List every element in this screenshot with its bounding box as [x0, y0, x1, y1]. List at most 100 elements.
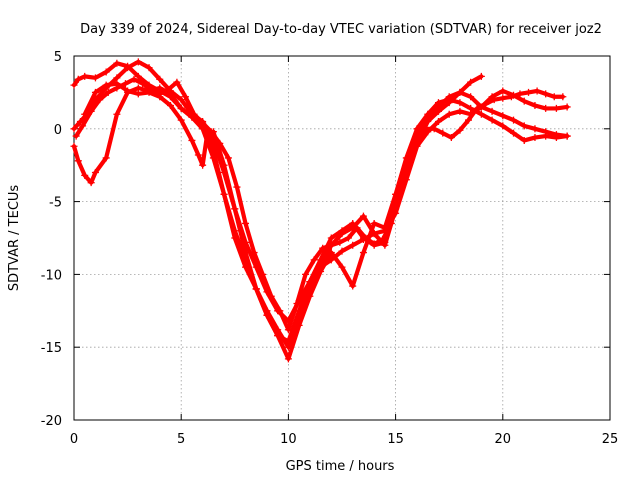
data-point-marker	[552, 104, 560, 112]
axis-ticks	[73, 55, 611, 421]
data-point-marker	[477, 103, 485, 111]
data-point-marker	[542, 90, 550, 98]
data-point-marker	[231, 205, 239, 213]
data-point-marker	[263, 311, 271, 319]
data-point-marker	[520, 122, 528, 130]
data-point-marker	[166, 102, 174, 110]
data-point-marker	[306, 278, 314, 286]
data-point-marker	[499, 122, 507, 130]
data-point-marker	[317, 263, 325, 271]
data-point-marker	[87, 179, 95, 187]
data-point-marker	[424, 128, 432, 136]
data-point-marker	[499, 87, 507, 95]
data-point-marker	[274, 332, 282, 340]
data-point-marker	[327, 234, 335, 242]
data-point-marker	[102, 68, 110, 76]
data-point-marker	[310, 256, 318, 264]
data-point-marker	[295, 321, 303, 329]
data-point-marker	[338, 227, 346, 235]
data-point-marker	[199, 161, 207, 169]
data-point-marker	[319, 244, 327, 252]
data-point-marker	[327, 249, 335, 257]
data-point-marker	[520, 97, 528, 105]
data-point-marker	[263, 288, 271, 296]
data-point-marker	[520, 136, 528, 144]
x-tick-label: 20	[495, 432, 512, 447]
data-point-marker	[445, 110, 453, 118]
data-point-marker	[220, 190, 228, 198]
data-point-marker	[349, 241, 357, 249]
data-point-marker	[424, 110, 432, 118]
data-point-marker	[209, 154, 217, 162]
data-point-marker	[220, 161, 228, 169]
data-point-marker	[81, 110, 89, 118]
data-point-marker	[81, 72, 89, 80]
data-point-marker	[91, 168, 99, 176]
data-point-marker	[467, 93, 475, 101]
data-point-marker	[402, 176, 410, 184]
data-point-marker	[284, 337, 292, 345]
data-point-marker	[327, 241, 335, 249]
x-tick-labels: 0 5 10 15 20 25	[70, 432, 618, 447]
data-point-marker	[177, 104, 185, 112]
data-point-marker	[113, 59, 121, 67]
data-point-marker	[156, 93, 164, 101]
y-tick-labels: -20 -15 -10 -5 0 5	[41, 50, 62, 429]
data-point-marker	[79, 122, 87, 130]
data-point-marker	[525, 88, 533, 96]
data-point-marker	[81, 171, 89, 179]
data-point-marker	[156, 75, 164, 83]
data-point-marker	[173, 78, 181, 86]
data-point-marker	[338, 247, 346, 255]
data-point-marker	[531, 125, 539, 133]
data-point-marker	[233, 183, 241, 191]
data-point-marker	[96, 96, 104, 104]
data-point-marker	[113, 80, 121, 88]
data-point-marker	[516, 90, 524, 98]
data-point-marker	[434, 99, 442, 107]
series-line	[71, 85, 570, 361]
data-point-marker	[252, 263, 260, 271]
data-point-marker	[121, 80, 129, 88]
data-point-marker	[188, 136, 196, 144]
data-point-marker	[242, 238, 250, 246]
data-point-marker	[344, 234, 352, 242]
y-tick-label: -20	[41, 414, 62, 429]
data-point-marker	[533, 87, 541, 95]
data-point-marker	[338, 263, 346, 271]
x-tick-label: 5	[177, 432, 185, 447]
data-point-marker	[145, 88, 153, 96]
data-point-marker	[359, 249, 367, 257]
data-point-marker	[542, 104, 550, 112]
data-point-marker	[327, 256, 335, 264]
data-point-marker	[563, 132, 571, 140]
data-point-marker	[145, 64, 153, 72]
data-point-marker	[542, 132, 550, 140]
data-point-marker	[370, 240, 378, 248]
data-point-marker	[102, 154, 110, 162]
data-point-marker	[91, 88, 99, 96]
data-point-marker	[488, 93, 496, 101]
data-point-marker	[464, 116, 472, 124]
data-point-marker	[477, 110, 485, 118]
data-point-marker	[488, 116, 496, 124]
data-point-marker	[242, 256, 250, 264]
data-point-marker	[467, 78, 475, 86]
data-point-marker	[359, 235, 367, 243]
data-point-marker	[550, 93, 558, 101]
plot-frame	[73, 55, 611, 421]
data-point-marker	[499, 112, 507, 120]
series-track-3	[70, 84, 571, 363]
x-tick-label: 0	[70, 432, 78, 447]
data-point-marker	[177, 96, 185, 104]
data-point-marker	[104, 88, 112, 96]
data-point-marker	[404, 154, 412, 162]
data-point-marker	[456, 88, 464, 96]
data-point-marker	[563, 103, 571, 111]
data-point-marker	[295, 297, 303, 305]
y-tick-label: -15	[41, 341, 62, 356]
data-point-marker	[70, 142, 78, 150]
data-point-marker	[353, 224, 361, 232]
data-point-marker	[456, 99, 464, 107]
